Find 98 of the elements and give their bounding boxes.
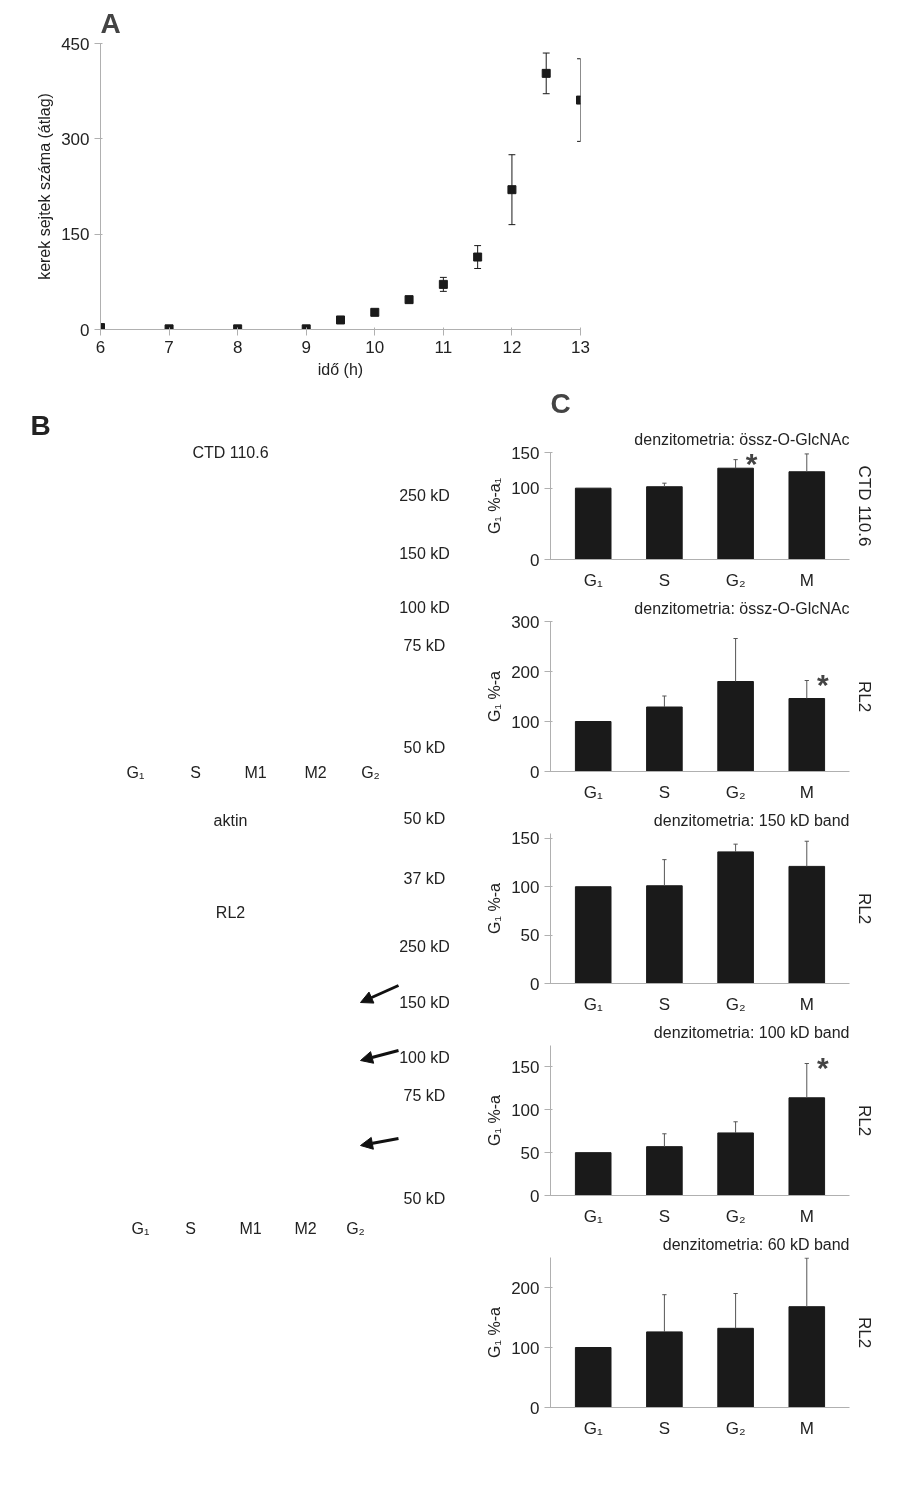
x-tick-label: G₂ <box>725 782 746 802</box>
text: 250 kD <box>399 938 450 955</box>
text: S <box>190 764 201 781</box>
x-tick-label: S <box>658 1418 671 1438</box>
y2-axis-title: RL2 <box>854 892 874 925</box>
x-tick-label: 10 <box>365 337 385 357</box>
text: 50 kD <box>403 739 446 756</box>
x-tick-label: S <box>658 570 671 590</box>
y-tick-label: 0 <box>530 1398 540 1418</box>
y-tick-label: 100 <box>511 479 540 499</box>
annotation: * <box>816 1051 829 1084</box>
x-tick-label: M <box>799 994 814 1014</box>
y-tick-label: 300 <box>511 612 540 632</box>
chart-title: denzitometria: 100 kD band <box>653 1023 850 1041</box>
text: G₂ <box>346 1220 365 1237</box>
x-tick-label: G₁ <box>583 782 603 802</box>
y-tick-label: 300 <box>61 129 90 149</box>
y-tick-label: 150 <box>511 829 540 849</box>
x-tick-label: M <box>799 1206 814 1226</box>
text: 100 kD <box>399 599 450 616</box>
x-tick-label: 11 <box>434 337 453 357</box>
y2-axis-title: CTD 110.6 <box>854 465 874 547</box>
y-axis-title: G₁ %-a <box>486 1307 504 1358</box>
text: M1 <box>239 1220 262 1237</box>
y-tick-label: 0 <box>530 762 540 782</box>
x-tick-label: 7 <box>164 337 174 357</box>
text: RL2 <box>215 904 246 921</box>
x-tick-label: G₂ <box>725 570 746 590</box>
y-tick-label: 50 <box>520 1143 540 1163</box>
text: G₁ <box>126 764 145 781</box>
y-tick-label: 0 <box>530 550 540 570</box>
x-tick-label: S <box>658 994 671 1014</box>
y-tick-label: 0 <box>530 974 540 994</box>
y-tick-label: 100 <box>511 1338 540 1358</box>
text: B <box>30 410 51 441</box>
text: 75 kD <box>403 1087 446 1104</box>
y2-axis-title: RL2 <box>854 1104 874 1137</box>
y-tick-label: 200 <box>511 662 540 682</box>
annotation: * <box>816 668 829 701</box>
y-tick-label: 100 <box>511 877 540 897</box>
text: M2 <box>304 764 327 781</box>
y-tick-label: 150 <box>511 1057 540 1077</box>
x-tick-label: 13 <box>571 337 590 357</box>
x-tick-label: G₁ <box>583 1418 603 1438</box>
y-tick-label: 200 <box>511 1278 540 1298</box>
x-tick-label: 9 <box>301 337 311 357</box>
text: G₁ <box>131 1220 150 1237</box>
y-axis-title: G₁ %-a <box>486 1095 504 1146</box>
x-tick-label: G₂ <box>725 1418 746 1438</box>
text: M1 <box>244 764 267 781</box>
x-tick-label: G₁ <box>583 570 603 590</box>
text: 100 kD <box>399 1049 450 1066</box>
text: 75 kD <box>403 637 446 654</box>
text: 150 kD <box>399 545 450 562</box>
chart-title: denzitometria: 150 kD band <box>653 811 850 829</box>
text: M2 <box>294 1220 317 1237</box>
y-axis-title: G₁ %-a₁ <box>486 477 504 535</box>
y-tick-label: 0 <box>80 320 90 340</box>
text: 250 kD <box>399 487 450 504</box>
x-axis-title: idő (h) <box>317 360 364 378</box>
chart-title: denzitometria: össz-O-GlcNAc <box>634 599 850 617</box>
y2-axis-title: RL2 <box>854 1316 874 1349</box>
y-tick-label: 0 <box>530 1186 540 1206</box>
x-tick-label: G₂ <box>725 994 746 1014</box>
y-tick-label: 150 <box>511 443 540 463</box>
text: A <box>100 7 121 39</box>
y2-axis-title: RL2 <box>854 680 874 713</box>
y-tick-label: 100 <box>511 1100 540 1120</box>
y-axis-title: G₁ %-a <box>486 883 504 934</box>
text: S <box>185 1220 196 1237</box>
annotation: * <box>745 447 758 481</box>
y-tick-label: 450 <box>61 34 90 54</box>
x-tick-label: M <box>799 1418 814 1438</box>
x-tick-label: M <box>799 782 814 802</box>
text: C <box>550 387 571 419</box>
x-tick-label: 8 <box>232 337 243 357</box>
x-tick-label: 6 <box>95 337 106 357</box>
y-tick-label: 100 <box>511 712 540 732</box>
y-axis-title: G₁ %-a <box>486 671 504 722</box>
text: 37 kD <box>403 870 446 887</box>
x-tick-label: S <box>658 1206 671 1226</box>
y-axis-title: kerek sejtek száma (átlag) <box>36 93 54 280</box>
x-tick-label: G₁ <box>583 1206 603 1226</box>
y-tick-label: 50 <box>520 926 540 946</box>
x-tick-label: G₁ <box>583 994 603 1014</box>
text: 150 kD <box>399 994 450 1011</box>
y-tick-label: 150 <box>61 225 90 245</box>
text: G₂ <box>361 764 380 781</box>
x-tick-label: S <box>658 782 671 802</box>
chart-title: denzitometria: össz-O-GlcNAc <box>634 430 850 448</box>
x-tick-label: G₂ <box>725 1206 746 1226</box>
x-tick-label: M <box>799 570 814 590</box>
text: aktin <box>213 812 248 829</box>
x-tick-label: 12 <box>502 337 522 357</box>
text: 50 kD <box>403 810 446 827</box>
text: 50 kD <box>403 1190 446 1207</box>
chart-title: denzitometria: 60 kD band <box>662 1235 850 1253</box>
text: CTD 110.6 <box>192 444 269 461</box>
